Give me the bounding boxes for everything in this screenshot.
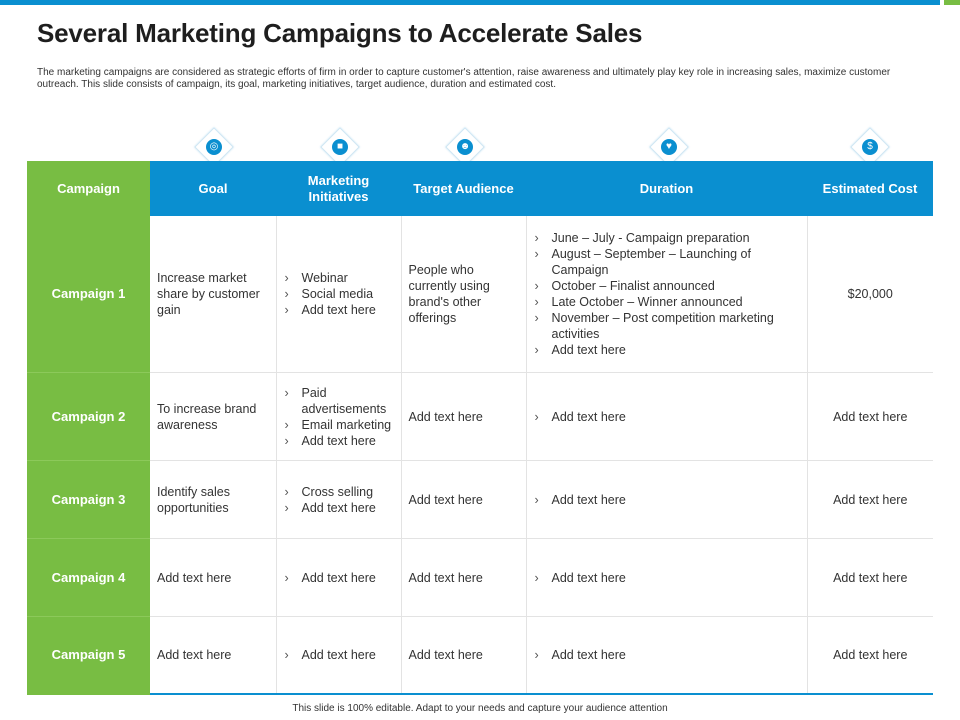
- duration-cell: June – July - Campaign preparation Augus…: [526, 216, 808, 373]
- duration-item: June – July - Campaign preparation: [534, 230, 800, 246]
- duration-item: November – Post competition marketing ac…: [534, 310, 800, 342]
- header-initiatives: Marketing Initiatives: [276, 161, 401, 216]
- campaign-name: Campaign 2: [27, 372, 150, 461]
- initiative-item: Add text here: [284, 500, 394, 516]
- money-bag-icon: $: [862, 139, 878, 155]
- duration-item: Add text here: [534, 342, 800, 358]
- table-row: Campaign 4 Add text here Add text here A…: [27, 538, 933, 617]
- campaign-name: Campaign 4: [27, 538, 150, 617]
- cost-cell: Add text here: [807, 616, 933, 695]
- campaign-name: Campaign 3: [27, 460, 150, 539]
- campaign-table: Campaign Goal Marketing Initiatives Targ…: [27, 161, 933, 695]
- page-title: Several Marketing Campaigns to Accelerat…: [37, 18, 643, 48]
- header-campaign: Campaign: [27, 161, 150, 216]
- goal-cell: Increase market share by customer gain: [150, 216, 277, 373]
- audience-cell: Add text here: [401, 538, 527, 617]
- initiative-item: Add text here: [284, 302, 394, 318]
- audience-cell: Add text here: [401, 372, 527, 461]
- initiative-item: Webinar: [284, 270, 394, 286]
- duration-item: Add text here: [534, 492, 800, 508]
- duration-item: October – Finalist announced: [534, 278, 800, 294]
- initiatives-cell: Cross selling Add text here: [276, 460, 402, 539]
- campaign-name: Campaign 5: [27, 616, 150, 695]
- initiative-item: Email marketing: [284, 417, 394, 433]
- initiative-item: Add text here: [284, 647, 394, 663]
- duration-item: Late October – Winner announced: [534, 294, 800, 310]
- initiative-item: Paid advertisements: [284, 385, 394, 417]
- initiatives-cell: Paid advertisements Email marketing Add …: [276, 372, 402, 461]
- audience-cell: People who currently using brand's other…: [401, 216, 527, 373]
- initiatives-cell: Add text here: [276, 616, 402, 695]
- initiative-item: Social media: [284, 286, 394, 302]
- cost-cell: Add text here: [807, 538, 933, 617]
- top-accent-bar-green: [944, 0, 960, 5]
- table-row: Campaign 5 Add text here Add text here A…: [27, 616, 933, 695]
- duration-cell: Add text here: [526, 616, 808, 695]
- goal-cell: Add text here: [150, 538, 277, 617]
- table-row: Campaign 1 Increase market share by cust…: [27, 216, 933, 373]
- duration-item: Add text here: [534, 570, 800, 586]
- initiative-item: Add text here: [284, 433, 394, 449]
- page-subtitle: The marketing campaigns are considered a…: [37, 67, 891, 90]
- table-row: Campaign 3 Identify sales opportunities …: [27, 460, 933, 539]
- duration-cell: Add text here: [526, 372, 808, 461]
- presentation-icon: ■: [332, 139, 348, 155]
- duration-item: August – September – Launching of Campai…: [534, 246, 800, 278]
- top-accent-bar: [0, 0, 940, 5]
- cost-cell: Add text here: [807, 372, 933, 461]
- initiatives-cell: Add text here: [276, 538, 402, 617]
- table-header-row: Campaign Goal Marketing Initiatives Targ…: [27, 161, 933, 216]
- audience-icon: ☻: [457, 139, 473, 155]
- initiative-item: Cross selling: [284, 484, 394, 500]
- duration-item: Add text here: [534, 647, 800, 663]
- header-icons: ◎ ■ ☻ ♥ $: [0, 127, 960, 167]
- footer-note: This slide is 100% editable. Adapt to yo…: [292, 703, 668, 714]
- audience-cell: Add text here: [401, 460, 527, 539]
- header-cost: Estimated Cost: [807, 161, 933, 216]
- audience-cell: Add text here: [401, 616, 527, 695]
- goal-cell: Add text here: [150, 616, 277, 695]
- initiative-item: Add text here: [284, 570, 394, 586]
- duration-cell: Add text here: [526, 460, 808, 539]
- initiatives-cell: Webinar Social media Add text here: [276, 216, 402, 373]
- table-row: Campaign 2 To increase brand awareness P…: [27, 372, 933, 461]
- goal-cell: To increase brand awareness: [150, 372, 277, 461]
- duration-item: Add text here: [534, 409, 800, 425]
- header-audience: Target Audience: [401, 161, 526, 216]
- cost-cell: Add text here: [807, 460, 933, 539]
- header-duration: Duration: [526, 161, 807, 216]
- campaign-name: Campaign 1: [27, 216, 150, 373]
- duration-cell: Add text here: [526, 538, 808, 617]
- cost-cell: $20,000: [807, 216, 933, 373]
- goal-cell: Identify sales opportunities: [150, 460, 277, 539]
- handshake-icon: ♥: [661, 139, 677, 155]
- target-icon: ◎: [206, 139, 222, 155]
- header-goal: Goal: [150, 161, 276, 216]
